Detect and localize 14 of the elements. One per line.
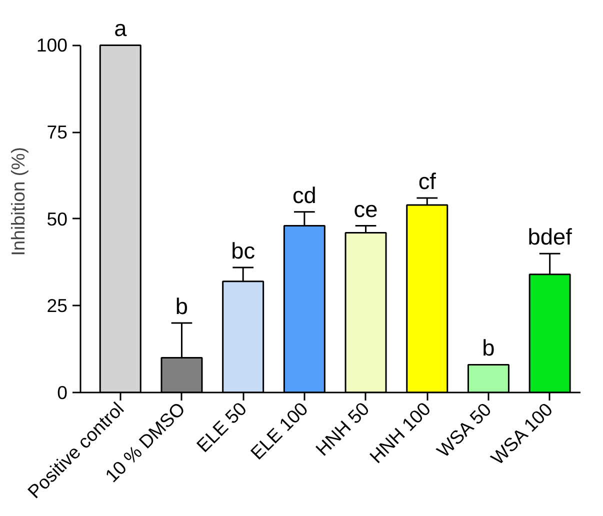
y-axis-title: Inhibition (%) xyxy=(7,147,28,256)
annotation: a xyxy=(114,15,128,42)
y-tick-label: 25 xyxy=(46,295,68,316)
annotation: bc xyxy=(231,237,256,264)
annotation: b xyxy=(482,334,495,361)
annotation: cd xyxy=(292,182,316,208)
annotation: bdef xyxy=(528,224,573,250)
annotation: cf xyxy=(418,168,437,194)
y-tick-label: 50 xyxy=(46,208,68,230)
y-tick-label: 100 xyxy=(36,34,68,56)
annotation: b xyxy=(175,293,188,320)
y-tick-label: 0 xyxy=(57,382,68,403)
annotation: ce xyxy=(354,196,378,222)
y-tick-label: 75 xyxy=(46,122,68,143)
